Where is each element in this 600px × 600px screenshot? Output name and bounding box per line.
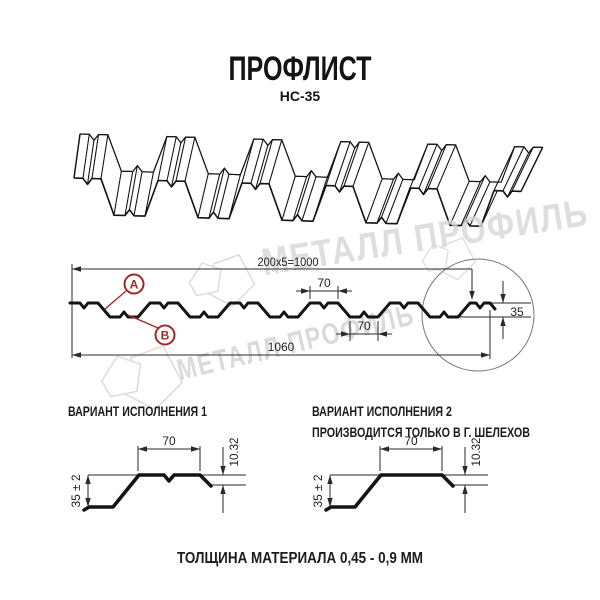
sheet-left-edge — [73, 133, 81, 179]
marker-b-leader — [127, 314, 159, 329]
detail-circle — [421, 258, 535, 372]
v2-dim-top-label: 70 — [404, 434, 418, 448]
profile-code: НС-35 — [280, 88, 321, 104]
dimension-arrow — [220, 485, 226, 494]
v1-dim-lip-label: 10.32 — [227, 437, 241, 466]
profile-outline — [82, 473, 213, 512]
logo-watermark-1 — [188, 253, 256, 308]
profile-outline — [68, 301, 497, 319]
dimension-arrow — [462, 485, 468, 494]
dimension-lines — [327, 446, 488, 513]
dim-top-flat-label: 70 — [317, 276, 331, 290]
dimension-arrow — [380, 446, 389, 452]
variant2-detail: 70 10.32 35 ± 2 — [311, 434, 488, 513]
dimension-arrow — [500, 317, 506, 326]
variant2-label-line1: ВАРИАНТ ИСПОЛНЕНИЯ 2 — [312, 403, 452, 419]
dimension-arrow — [220, 466, 226, 475]
dimension-arrow — [72, 266, 81, 272]
dimension-arrow — [85, 498, 91, 507]
dimension-arrow — [433, 446, 442, 452]
logo-shape — [188, 262, 222, 297]
dimension-arrow — [138, 446, 147, 452]
marker-a-circle — [123, 273, 145, 295]
dimension-arrow — [327, 498, 333, 507]
marker-b-circle — [154, 324, 176, 346]
dimension-arrow — [327, 475, 333, 484]
variant1-label: ВАРИАНТ ИСПОЛНЕНИЯ 1 — [68, 403, 207, 419]
dim-total-top-label: 200x5=1000 — [258, 255, 319, 269]
sheet-back-edge — [79, 133, 543, 183]
marker-b-letter: B — [161, 329, 170, 343]
cross-section: 200x5=1000 70 70 1060 35 A B — [68, 255, 535, 372]
page-title: ПРОФЛИСТ — [229, 50, 372, 88]
dimension-arrow — [341, 331, 350, 337]
dimension-arrow — [462, 466, 468, 475]
variant1-detail: 70 10.32 35 ± 2 — [69, 434, 246, 513]
dim-height-label: 35 — [510, 305, 524, 319]
logo-shape — [100, 355, 142, 398]
dimension-arrow — [500, 294, 506, 303]
dim-bottom-flat-label: 70 — [357, 319, 371, 333]
dimension-arrow — [85, 475, 91, 484]
marker-a-letter: A — [130, 278, 139, 292]
sheet-front-edge — [73, 177, 522, 227]
variant-profile — [82, 473, 213, 512]
dimension-arrow — [469, 291, 475, 300]
variant-profile — [324, 473, 455, 512]
dim-overall-width-label: 1060 — [268, 340, 295, 354]
dimension-lines — [85, 446, 246, 513]
dimension-arrow — [191, 446, 200, 452]
v1-dim-top-label: 70 — [162, 434, 176, 448]
sheet-right-edge — [520, 147, 544, 192]
material-thickness-note: ТОЛЩИНА МАТЕРИАЛА 0,45 - 0,9 ММ — [177, 550, 423, 567]
dimension-arrow — [378, 331, 387, 337]
v2-dim-lip-label: 10.32 — [469, 437, 483, 466]
corrugated-sheet-3d — [73, 133, 544, 227]
dimension-arrow — [481, 352, 490, 358]
dimension-lines — [71, 264, 531, 359]
dimension-arrow — [301, 288, 310, 294]
v2-dim-height-label: 35 ± 2 — [311, 474, 325, 507]
variant2-label-line2: ПРОИЗВОДИТСЯ ТОЛЬКО В Г. ШЕЛЕХОВ — [312, 424, 530, 440]
v1-dim-height-label: 35 ± 2 — [69, 474, 83, 507]
dimension-arrow — [72, 352, 81, 358]
profile-outline — [324, 473, 455, 512]
logo-watermark-2 — [100, 344, 184, 411]
cross-section-profile — [68, 301, 497, 319]
face-markers: A B — [104, 273, 176, 346]
dimension-arrow — [338, 288, 347, 294]
marker-a-leader — [104, 290, 127, 310]
